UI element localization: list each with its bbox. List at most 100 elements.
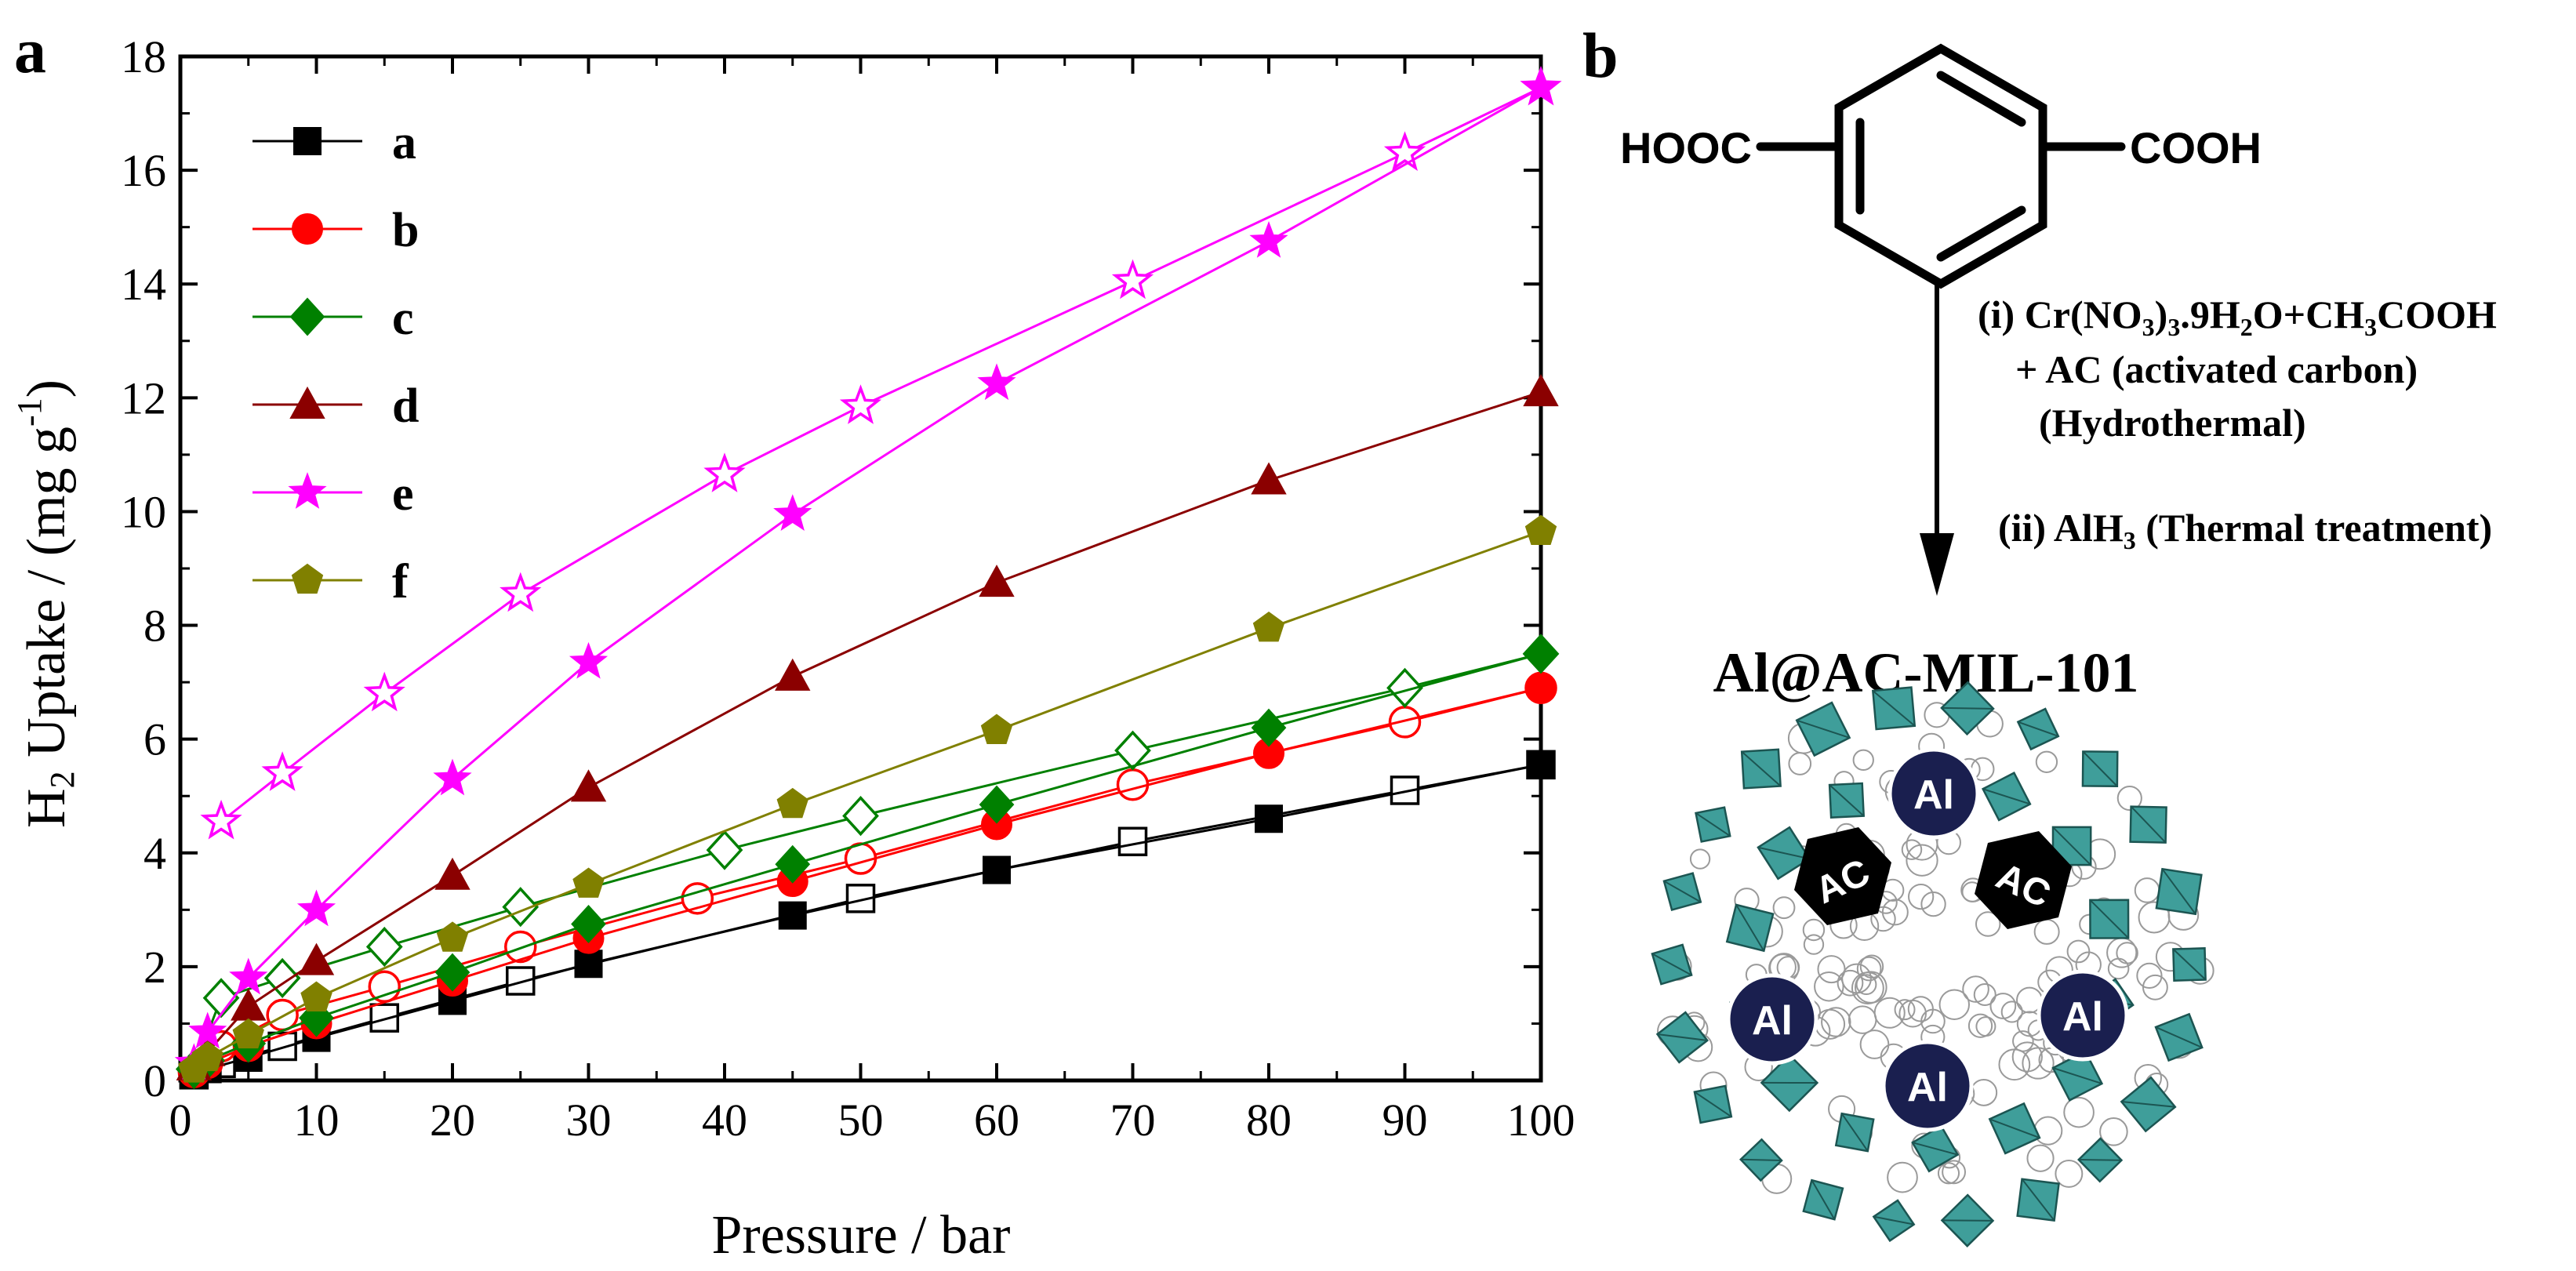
series-f-adsorption-point xyxy=(1524,514,1557,546)
series-d-adsorption-point xyxy=(775,658,811,691)
series-c xyxy=(175,634,1560,1090)
series-f-adsorption-point xyxy=(980,714,1013,744)
y-tick-label: 8 xyxy=(144,601,166,652)
cluster-edge xyxy=(2130,805,2167,844)
series-b-desorption-point xyxy=(1116,768,1150,801)
series-d-adsorption-point xyxy=(1251,462,1287,495)
series-e xyxy=(174,65,1562,1080)
y-tick-label: 6 xyxy=(144,714,166,765)
series-f-adsorption-point xyxy=(1252,611,1285,642)
al-sphere: Al xyxy=(1887,747,1980,840)
linker-ring xyxy=(2035,750,2058,773)
svg-text:Al: Al xyxy=(1913,772,1954,818)
series-e-adsorption-line xyxy=(192,86,1542,1064)
series-a-adsorption-point xyxy=(1527,750,1555,779)
legend-marker-e xyxy=(288,472,327,509)
series-e-adsorption-point xyxy=(569,641,609,679)
series-c-adsorption-point xyxy=(434,953,471,992)
cluster-edge xyxy=(2052,826,2091,866)
linker-ring xyxy=(2134,877,2160,903)
series-f-adsorption-point xyxy=(300,981,332,1011)
legend-marker-b xyxy=(292,213,323,245)
linker-ring xyxy=(1942,1160,1967,1185)
cluster-edge xyxy=(1873,1215,1914,1226)
legend-label-c: c xyxy=(392,292,414,345)
linker-ring xyxy=(1855,974,1877,996)
step-i-additive: + AC (activated carbon) xyxy=(2015,347,2418,391)
cluster-edge xyxy=(1695,812,1731,837)
cluster-edge xyxy=(1941,706,1994,710)
chart-series xyxy=(174,65,1562,1090)
linker-ring xyxy=(1814,971,1844,1002)
linker-ring xyxy=(1821,1007,1851,1037)
series-f-adsorption-point xyxy=(572,867,605,898)
cluster-edge xyxy=(1757,846,1810,860)
panel-a-label: a xyxy=(14,15,46,86)
cluster-edge xyxy=(2021,1178,2055,1222)
series-a-adsorption-line xyxy=(193,763,1542,1077)
linker-ring xyxy=(1848,1005,1877,1034)
cluster-edge xyxy=(1982,788,2031,805)
series-d-adsorption-point xyxy=(570,769,607,802)
series-b-desorption-point xyxy=(368,970,401,1004)
ring-double-bond xyxy=(1936,71,2026,127)
series-e-desorption-line xyxy=(220,86,1542,823)
series-e-desorption-point xyxy=(1111,259,1154,300)
legend-marker-c xyxy=(289,297,325,336)
series-b-adsorption-point xyxy=(1525,672,1557,704)
linker-ring xyxy=(2136,962,2163,989)
series-d xyxy=(176,374,1559,1080)
hooc-group: HOOC xyxy=(1620,123,1752,172)
x-tick-label: 40 xyxy=(702,1095,747,1146)
y-tick-label: 2 xyxy=(144,942,166,993)
step-i-reagents: (i) Cr(NO3)3.9H2O+CH3COOH xyxy=(1978,292,2497,341)
legend-label-d: d xyxy=(392,379,419,433)
series-a-adsorption-point xyxy=(778,901,807,930)
legend-marker-f xyxy=(291,563,324,594)
x-tick-label: 0 xyxy=(169,1095,192,1146)
series-e-adsorption-point xyxy=(977,363,1016,401)
linker-ring xyxy=(1962,975,1989,1003)
x-tick-label: 50 xyxy=(838,1095,884,1146)
h2-uptake-chart: 0 10 20 30 40 50 60 70 80 90 100 0 2 4 6 8 10 12 14 16 18 ab… xyxy=(10,31,1575,1266)
linker-ring xyxy=(2116,942,2138,964)
series-b-desorption-point xyxy=(504,930,537,964)
legend-marker-d xyxy=(289,386,325,419)
legend-label-b: b xyxy=(392,204,419,257)
linker-ring xyxy=(2116,785,2142,812)
series-c-adsorption-point xyxy=(775,844,811,884)
linker-ring xyxy=(1788,752,1812,775)
series-d-adsorption-point xyxy=(979,565,1015,597)
cluster-edge xyxy=(1872,690,1916,727)
linker-ring xyxy=(1938,989,1970,1020)
linker-ring xyxy=(1817,955,1846,984)
reaction-arrow xyxy=(1920,282,1954,596)
y-tick-label: 10 xyxy=(121,486,166,537)
linker-ring xyxy=(1989,993,2017,1019)
linker-ring xyxy=(2107,957,2130,980)
cluster-edge xyxy=(2052,1067,2102,1084)
series-f-adsorption-point xyxy=(776,787,808,819)
y-tick-label: 0 xyxy=(144,1055,166,1106)
cluster-edge xyxy=(1651,953,1692,976)
panel-b-label: b xyxy=(1582,20,1619,91)
series-e-adsorption-point xyxy=(773,494,812,531)
x-axis-label: Pressure / bar xyxy=(711,1205,1010,1266)
linker-ring xyxy=(2012,1030,2034,1052)
series-e-adsorption-point xyxy=(229,957,268,995)
series-f-adsorption-line xyxy=(193,530,1542,1070)
y-tick-label: 4 xyxy=(144,828,166,879)
terephthalic-acid-structure xyxy=(1756,43,2126,289)
series-a-adsorption-point xyxy=(1255,804,1283,833)
series-f-adsorption-point xyxy=(191,1040,223,1072)
series-c-adsorption-line xyxy=(193,652,1542,1070)
x-tick-label: 90 xyxy=(1382,1095,1428,1146)
series-e-adsorption-point xyxy=(1249,220,1288,258)
linker-ring xyxy=(2033,1116,2063,1146)
cluster-edge xyxy=(2018,721,2059,737)
linker-ring xyxy=(1855,971,1887,1004)
series-c-desorption-point xyxy=(1386,667,1423,708)
series-c-desorption-point xyxy=(706,830,743,870)
series-e-desorption-point xyxy=(261,751,303,791)
